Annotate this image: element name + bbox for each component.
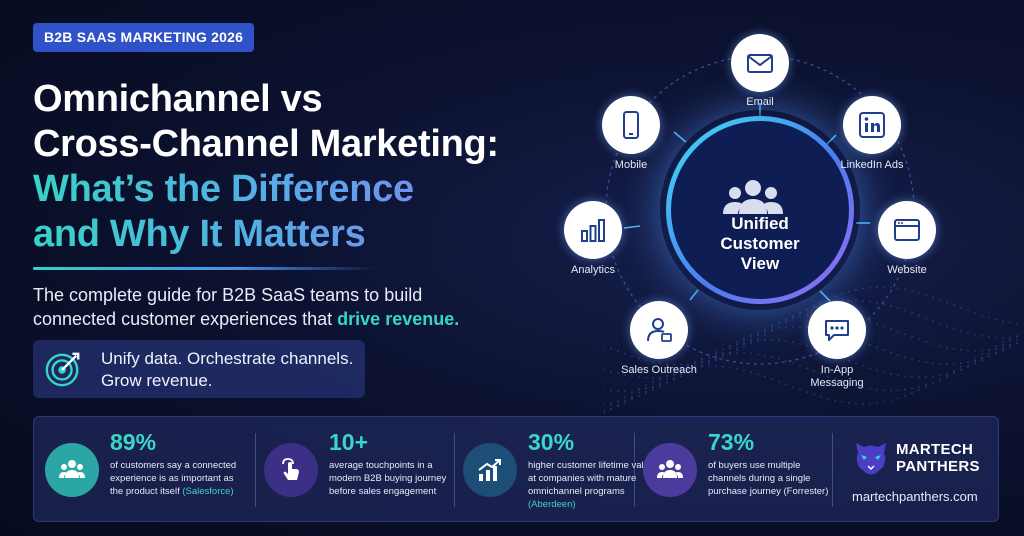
stat-card-multiple-channels: 73% of buyers use multiple channels duri… bbox=[632, 417, 832, 523]
channel-label-in-app-line-1: In-App bbox=[820, 364, 854, 376]
hub-label-line-2: Customer bbox=[720, 234, 800, 253]
stat-icon-circle bbox=[643, 443, 697, 497]
stat-description: higher customer lifetime value at compan… bbox=[528, 459, 656, 511]
brand-name-line-1: MARTECH bbox=[896, 441, 974, 458]
page-title: Omnichannel vs Cross-Channel Marketing: … bbox=[33, 77, 553, 257]
stat-description-text: average touchpoints in a modern B2B buyi… bbox=[329, 460, 447, 497]
stat-source: (Salesforce) bbox=[182, 486, 234, 497]
phone-icon bbox=[623, 111, 639, 139]
stat-value: 10+ bbox=[329, 429, 369, 455]
stat-description: of buyers use multiple channels during a… bbox=[708, 459, 836, 498]
users-icon bbox=[59, 460, 85, 478]
stat-description: of customers say a connected experience … bbox=[110, 459, 238, 498]
stat-source: (Aberdeen) bbox=[528, 499, 576, 510]
stat-description-text: of customers say a connected experience … bbox=[110, 460, 237, 497]
channel-diagram: Unified Customer View Email LinkedIn Ads bbox=[540, 18, 980, 403]
hub-label-line-3: View bbox=[740, 254, 780, 273]
stat-card-connected-experience: 89% of customers say a connected experie… bbox=[34, 417, 254, 523]
channel-label-website: Website bbox=[887, 264, 927, 276]
channel-label-email: Email bbox=[746, 96, 774, 108]
title-line-4: and Why It Matters bbox=[33, 212, 553, 257]
channel-label-sales-outreach: Sales Outreach bbox=[621, 364, 697, 376]
tagline-line-1: Unify data. Orchestrate channels. bbox=[101, 349, 354, 368]
hub-label-line-1: Unified bbox=[731, 214, 789, 233]
touch-icon bbox=[282, 458, 299, 480]
stat-separator bbox=[454, 433, 455, 507]
channel-label-analytics: Analytics bbox=[570, 264, 616, 276]
brand-url[interactable]: martechpanthers.com bbox=[852, 489, 978, 504]
category-badge: B2B SAAS MARKETING 2026 bbox=[33, 23, 255, 52]
channel-node-sales-outreach bbox=[630, 301, 688, 359]
brand-block: MARTECH PANTHERS martechpanthers.com bbox=[844, 427, 1000, 517]
channel-node-mobile bbox=[602, 96, 660, 154]
channel-node-email bbox=[731, 34, 789, 92]
stat-description-text: of buyers use multiple channels during a… bbox=[708, 460, 829, 497]
channel-node-linkedin-ads bbox=[843, 96, 901, 154]
channel-label-mobile: Mobile bbox=[614, 159, 648, 171]
stat-value: 30% bbox=[528, 429, 575, 455]
stats-bar: 89% of customers say a connected experie… bbox=[33, 416, 999, 522]
title-divider bbox=[33, 267, 378, 270]
chat-icon bbox=[825, 320, 849, 341]
brand-name-line-2: PANTHERS bbox=[896, 458, 980, 475]
panther-logo-icon bbox=[856, 443, 886, 475]
stat-icon-circle bbox=[463, 443, 517, 497]
subtitle-highlight: drive revenue. bbox=[337, 309, 460, 329]
channel-label-in-app-line-2: Messaging bbox=[810, 377, 864, 389]
users-icon bbox=[723, 180, 783, 214]
target-icon bbox=[45, 352, 80, 387]
stat-description: average touchpoints in a modern B2B buyi… bbox=[329, 459, 457, 498]
stat-icon-circle bbox=[264, 443, 318, 497]
sales-rep-icon bbox=[647, 318, 672, 342]
tagline-line-2: Grow revenue. bbox=[101, 371, 213, 390]
linkedin-icon bbox=[859, 112, 885, 138]
title-line-1: Omnichannel vs bbox=[33, 78, 323, 120]
title-line-2: Cross-Channel Marketing: bbox=[33, 123, 499, 165]
stat-card-touchpoints: 10+ average touchpoints in a modern B2B … bbox=[253, 417, 453, 523]
stat-value: 89% bbox=[110, 429, 157, 455]
subtitle-text: The complete guide for B2B SaaS teams to… bbox=[33, 285, 423, 329]
channel-label-linkedin-ads: LinkedIn Ads bbox=[840, 159, 904, 171]
bar-chart-icon bbox=[581, 219, 605, 242]
envelope-icon bbox=[747, 54, 773, 73]
stat-separator bbox=[255, 433, 256, 507]
stat-separator bbox=[832, 433, 833, 507]
stat-card-lifetime-value: 30% higher customer lifetime value at co… bbox=[452, 417, 654, 523]
stat-icon-circle bbox=[45, 443, 99, 497]
title-line-3: What’s the Difference bbox=[33, 167, 553, 212]
channel-node-in-app-messaging bbox=[808, 301, 866, 359]
subtitle: The complete guide for B2B SaaS teams to… bbox=[33, 283, 473, 331]
stat-value: 73% bbox=[708, 429, 755, 455]
tagline-box: Unify data. Orchestrate channels. Grow r… bbox=[33, 340, 365, 398]
stat-description-text: higher customer lifetime value at compan… bbox=[528, 460, 655, 497]
channel-node-website bbox=[878, 201, 936, 259]
hub-label: Unified Customer View bbox=[685, 214, 835, 274]
channel-node-analytics bbox=[564, 201, 622, 259]
growth-chart-icon bbox=[478, 459, 501, 481]
stat-separator bbox=[634, 433, 635, 507]
brand-name: MARTECH PANTHERS bbox=[896, 441, 1006, 475]
channel-label-in-app-messaging: In-App Messaging bbox=[777, 364, 897, 390]
browser-icon bbox=[894, 219, 920, 241]
users-icon bbox=[657, 460, 683, 478]
tagline: Unify data. Orchestrate channels. Grow r… bbox=[101, 348, 361, 392]
